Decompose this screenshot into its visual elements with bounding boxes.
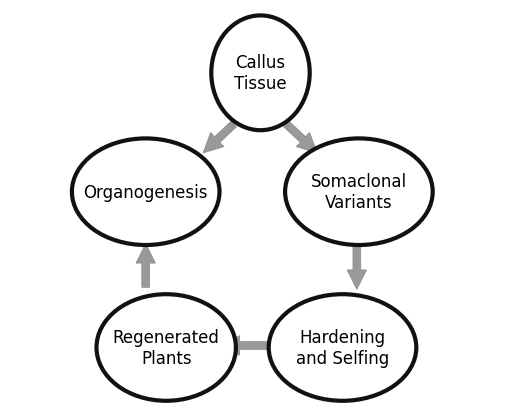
- Text: Regenerated
Plants: Regenerated Plants: [113, 328, 220, 367]
- Ellipse shape: [212, 16, 309, 131]
- Text: Somaclonal
Variants: Somaclonal Variants: [311, 173, 407, 211]
- Ellipse shape: [285, 139, 433, 245]
- Text: Hardening
and Selfing: Hardening and Selfing: [296, 328, 389, 367]
- Ellipse shape: [96, 294, 236, 401]
- Text: Organogenesis: Organogenesis: [83, 183, 208, 201]
- Text: Callus
Tissue: Callus Tissue: [234, 54, 287, 93]
- Ellipse shape: [269, 294, 416, 401]
- Ellipse shape: [72, 139, 219, 245]
